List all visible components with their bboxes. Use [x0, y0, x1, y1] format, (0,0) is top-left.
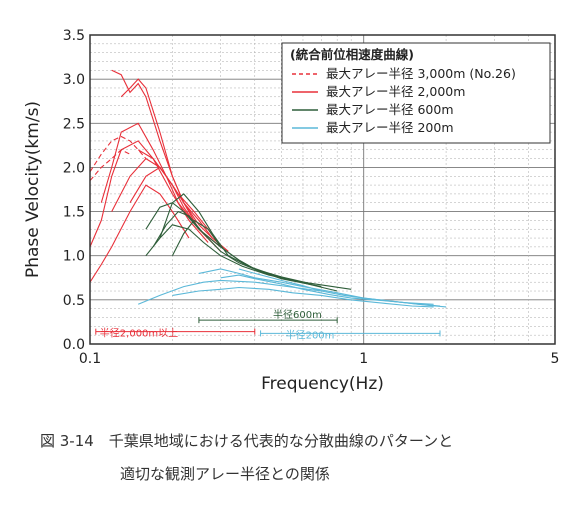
legend: (統合前位相速度曲線) 最大アレー半径 3,000m (No.26) 最大アレー半径…: [281, 42, 551, 144]
y-tick-label: 2.5: [63, 116, 85, 132]
plot-frame: [89, 34, 556, 345]
x-tick-label: 0.1: [79, 351, 101, 367]
y-axis-ticks: 0.0 0.5 1.0 1.5 2.0 2.5 3.0 3.5: [63, 28, 85, 353]
curves: [89, 69, 447, 308]
figure-caption-line2: 適切な観測アレー半径との関係: [120, 465, 330, 483]
legend-entry: 最大アレー半径 2,000m: [326, 84, 465, 99]
legend-entry: 最大アレー半径 200m: [326, 120, 454, 135]
y-tick-label: 0.5: [63, 293, 85, 309]
y-tick-label: 2.0: [63, 160, 85, 176]
series-1-curve-1: [120, 78, 213, 239]
legend-entry: 最大アレー半径 600m: [326, 102, 454, 117]
series-3-curve-2: [172, 286, 434, 308]
series-0-curve-1: [89, 149, 131, 182]
series-3-curve-4: [137, 279, 322, 305]
annotation-label: 半径2,000m以上: [100, 327, 178, 340]
x-axis-ticks: 0.1 1 5: [79, 351, 560, 367]
figure-caption-line1: 図 3-14 千葉県地域における代表的な分散曲線のパターンと: [40, 432, 454, 450]
legend-title: (統合前位相速度曲線): [290, 47, 414, 62]
y-tick-label: 3.0: [63, 72, 85, 88]
legend-box: [281, 42, 551, 144]
y-axis-label: Phase Velocity(km/s): [23, 101, 43, 278]
x-tick-label: 1: [359, 351, 368, 367]
y-tick-label: 1.0: [63, 249, 85, 265]
y-tick-label: 0.0: [63, 337, 85, 353]
annotation-label: 半径600m: [273, 308, 322, 321]
legend-entry: 最大アレー半径 3,000m (No.26): [326, 66, 516, 81]
x-tick-label: 5: [551, 351, 560, 367]
y-tick-label: 1.5: [63, 205, 85, 221]
annotation-label: 半径200m: [286, 328, 335, 341]
series-0-curve-0: [89, 135, 147, 173]
phase-velocity-chart: 半径2,000m以上 半径600m 半径200m 0.1 1 5 0.0 0.5 1.0 1.…: [23, 28, 560, 394]
series-3-curve-3: [238, 268, 447, 308]
y-tick-label: 3.5: [63, 28, 85, 44]
annotations: 半径2,000m以上 半径600m 半径200m: [95, 308, 441, 341]
series-2-curve-4: [145, 224, 352, 290]
x-axis-label: Frequency(Hz): [261, 374, 384, 394]
